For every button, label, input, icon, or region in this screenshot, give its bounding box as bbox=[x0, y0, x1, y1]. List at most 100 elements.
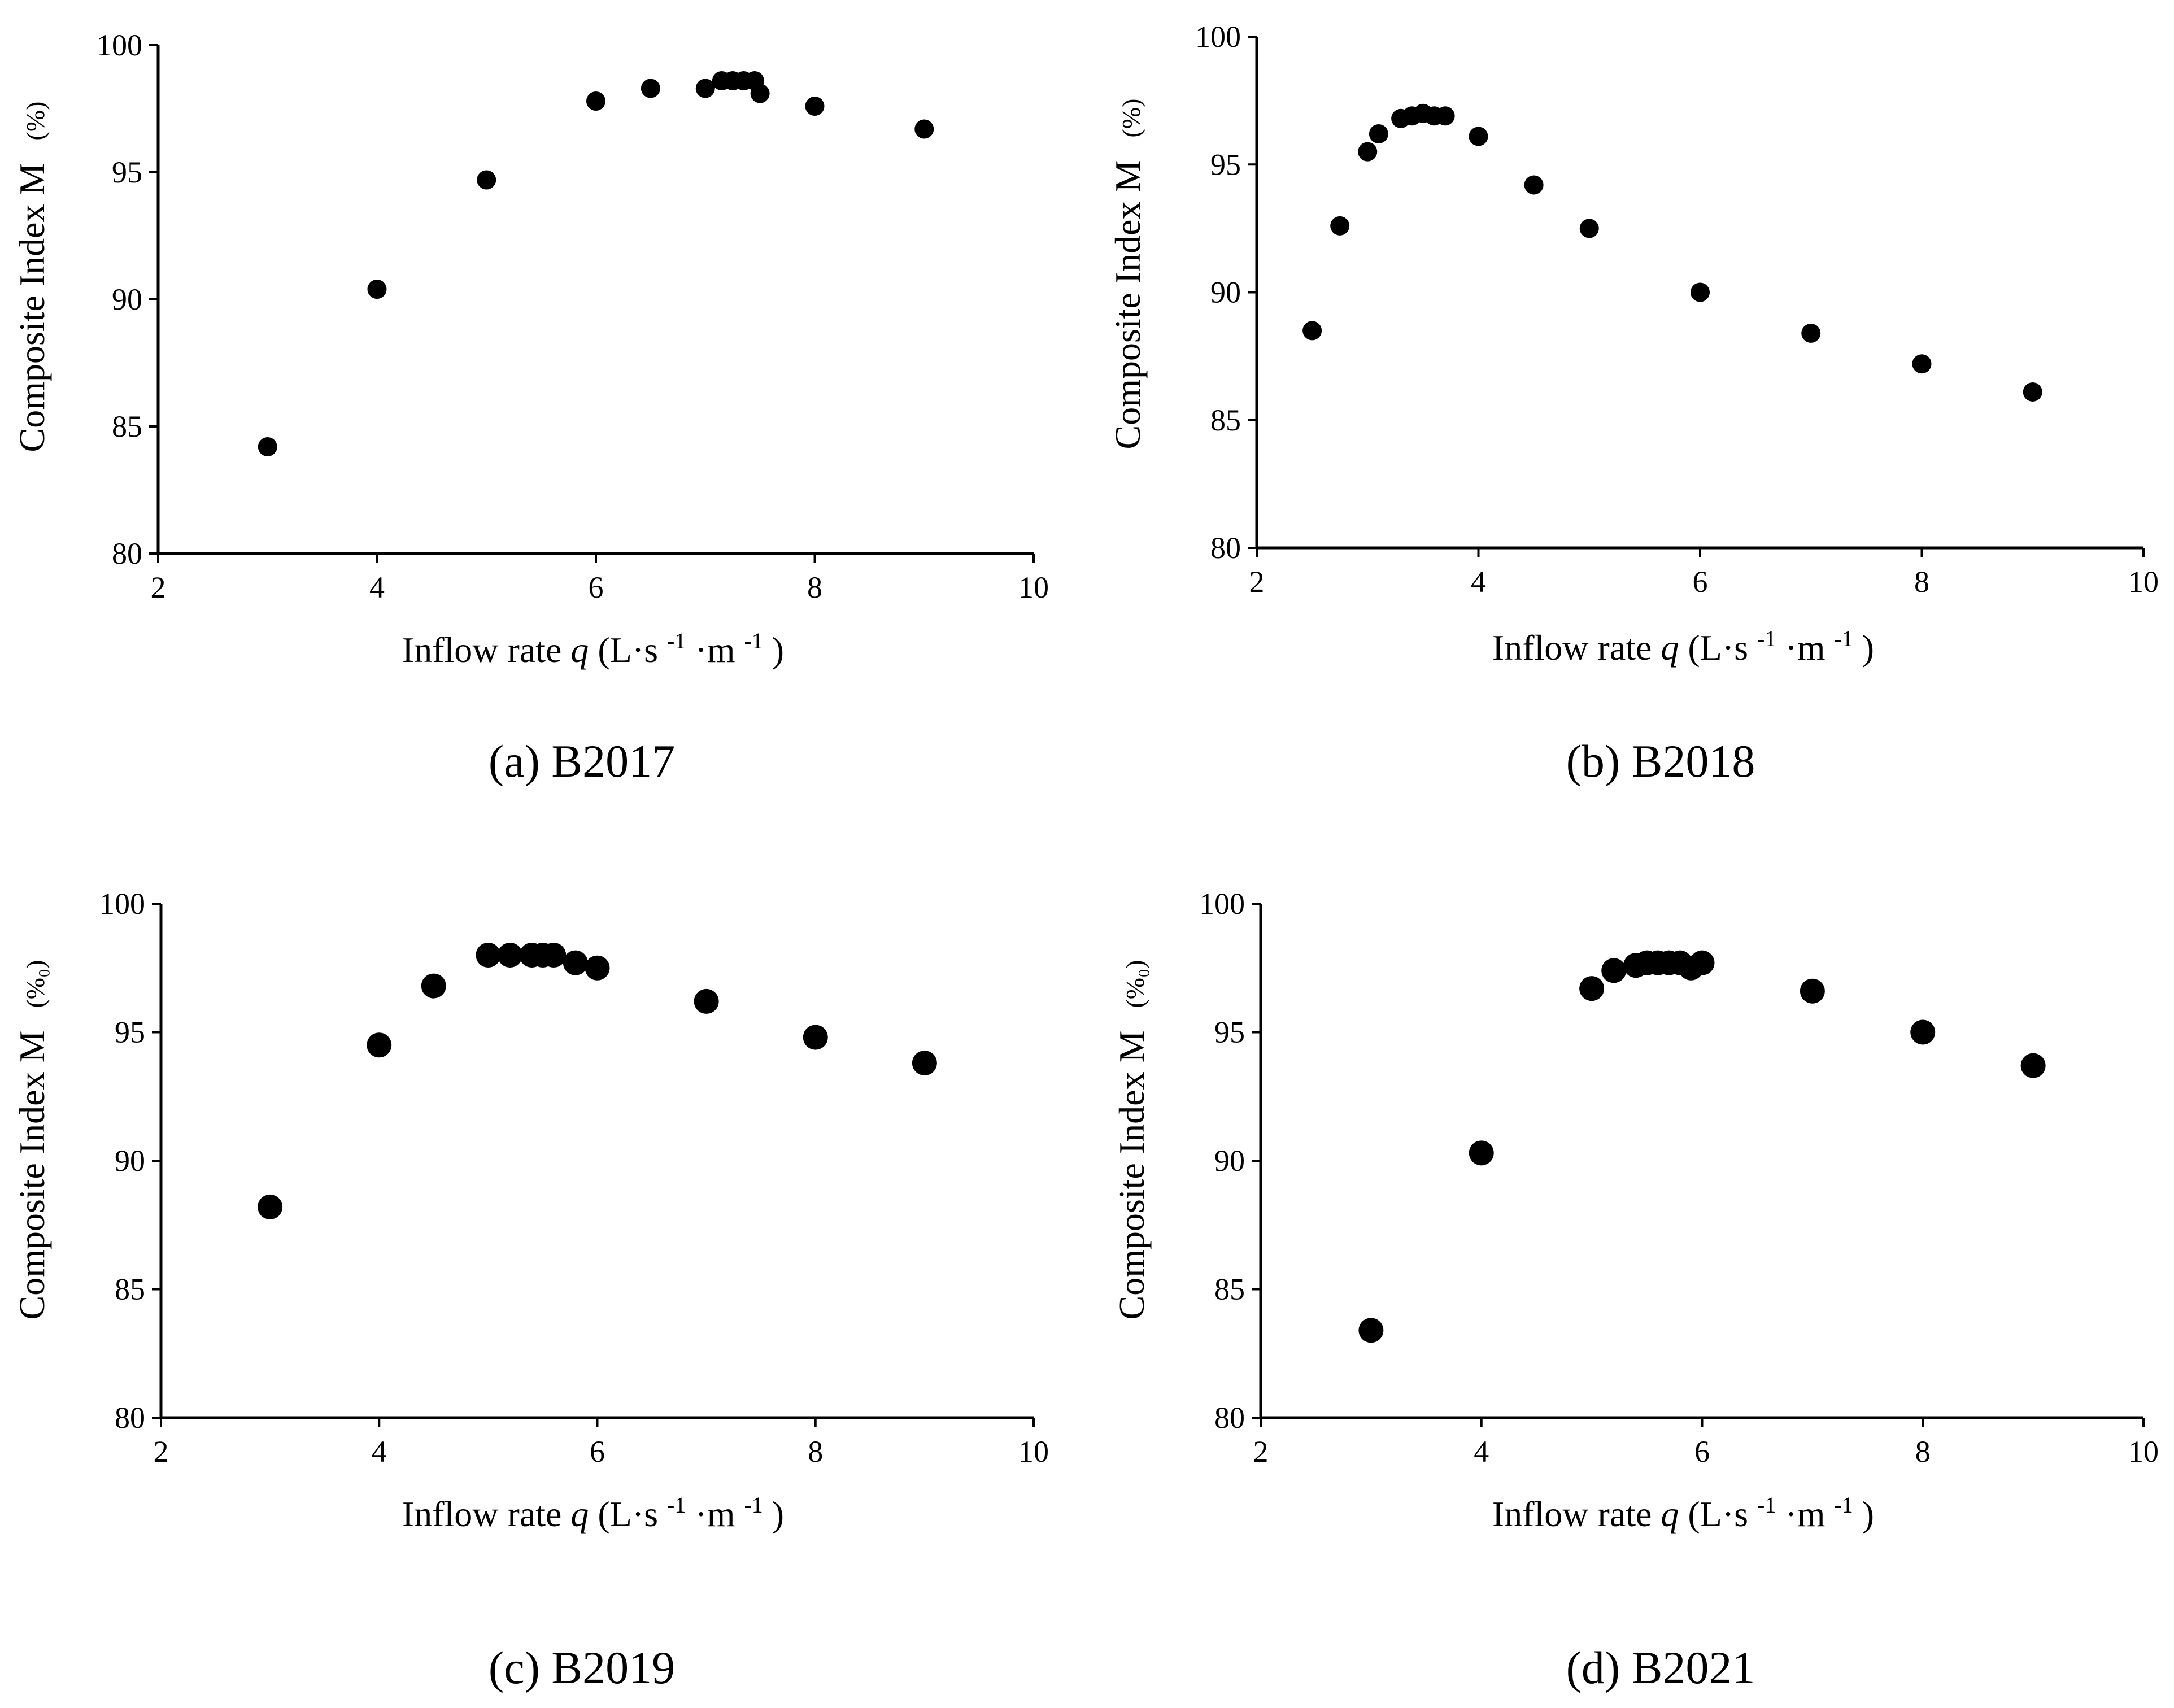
x-tick-label: 8 bbox=[1914, 565, 1929, 599]
xlabel-d-exp2: -1 bbox=[1834, 1492, 1853, 1518]
xlabel-c-unit2: ·m bbox=[695, 1494, 735, 1534]
xlabel-c: Inflow rate q (L·s -1 ·m -1 ) bbox=[402, 1480, 784, 1534]
data-point bbox=[1302, 321, 1322, 341]
data-point bbox=[694, 988, 719, 1014]
panel-d: 80 85 90 95 100 2 4 6 8 10 Composite Index M (%₀)… bbox=[1112, 887, 2159, 1693]
xlabel-d-exp1: -1 bbox=[1757, 1492, 1776, 1518]
y-tick-label: 100 bbox=[1195, 20, 1241, 54]
data-point bbox=[476, 943, 501, 968]
data-point bbox=[914, 119, 934, 139]
y-tick-label: 100 bbox=[97, 28, 142, 62]
xlabel-a-unit1: (L·s bbox=[598, 630, 658, 670]
y-tick-label: 95 bbox=[1210, 147, 1241, 181]
data-point bbox=[563, 950, 588, 975]
y-tick-label: 90 bbox=[115, 1144, 145, 1178]
data-point bbox=[1358, 1318, 1384, 1343]
data-point bbox=[695, 79, 715, 98]
ylabel-a-unit: (%) bbox=[21, 102, 50, 141]
xlabel-a-var: q bbox=[570, 630, 589, 670]
data-point bbox=[477, 170, 496, 190]
caption-b: (b) B2018 bbox=[1566, 735, 1755, 787]
data-point bbox=[1435, 106, 1455, 126]
xlabel-b-exp1: -1 bbox=[1757, 626, 1776, 651]
x-tick-label: 2 bbox=[154, 1435, 169, 1469]
x-tick-label: 8 bbox=[807, 570, 822, 604]
xlabel-b-unit3: ) bbox=[1862, 628, 1874, 668]
x-tick-label: 2 bbox=[1249, 565, 1265, 599]
ylabel-a: Composite Index M (%) bbox=[12, 102, 52, 452]
data-point bbox=[541, 943, 567, 968]
xlabel-d-main: Inflow rate bbox=[1492, 1494, 1661, 1534]
points-a bbox=[258, 71, 934, 456]
y-tick-label: 80 bbox=[115, 1401, 145, 1435]
ylabel-b-unit: (%) bbox=[1117, 99, 1145, 138]
caption-c: (c) B2019 bbox=[489, 1642, 675, 1693]
data-point bbox=[1912, 354, 1932, 374]
xlabel-b-var: q bbox=[1661, 628, 1679, 668]
ylabel-c-unit: (%₀) bbox=[21, 960, 50, 1008]
data-point bbox=[1579, 976, 1605, 1001]
data-point bbox=[1689, 950, 1715, 975]
data-point bbox=[367, 280, 387, 299]
y-tick-label: 85 bbox=[115, 1273, 145, 1306]
points-b bbox=[1302, 103, 2042, 402]
data-point bbox=[1691, 282, 1710, 302]
data-point bbox=[367, 1032, 392, 1058]
data-point bbox=[1800, 978, 1825, 1004]
x-tick-label: 10 bbox=[1018, 1435, 1049, 1469]
data-point bbox=[1369, 124, 1388, 143]
xlabel-a-unit2: ·m bbox=[695, 630, 735, 670]
data-point bbox=[1469, 1140, 1494, 1166]
x-tick-label: 6 bbox=[1694, 1435, 1710, 1469]
ylabel-a-main: Composite Index M bbox=[12, 163, 52, 452]
caption-d: (d) B2021 bbox=[1566, 1642, 1755, 1693]
xlabel-a-unit3: ) bbox=[772, 630, 784, 670]
data-point bbox=[1601, 958, 1627, 983]
data-point bbox=[641, 79, 660, 98]
x-tick-label: 8 bbox=[1915, 1435, 1931, 1469]
y-tick-label: 85 bbox=[1210, 403, 1241, 437]
y-tick-label: 85 bbox=[112, 409, 142, 443]
data-point bbox=[1524, 175, 1544, 195]
points-d bbox=[1358, 950, 2046, 1343]
xlabel-a-main: Inflow rate bbox=[402, 630, 571, 670]
xlabel-c-main: Inflow rate bbox=[402, 1494, 571, 1534]
data-point bbox=[2020, 1053, 2046, 1078]
x-tick-label: 4 bbox=[369, 570, 385, 604]
xlabel-c-unit1: (L·s bbox=[598, 1494, 658, 1534]
data-point bbox=[1910, 1019, 1936, 1045]
xlabel-b-unit1: (L·s bbox=[1688, 628, 1748, 668]
data-point bbox=[258, 1194, 283, 1219]
axes-c: 80 85 90 95 100 2 4 6 8 10 bbox=[99, 887, 1049, 1469]
x-tick-label: 4 bbox=[372, 1435, 387, 1469]
xlabel-b-unit2: ·m bbox=[1785, 628, 1825, 668]
points-c bbox=[258, 943, 937, 1219]
y-tick-label: 90 bbox=[112, 282, 142, 316]
data-point bbox=[421, 973, 446, 999]
ylabel-d-main: Composite Index M bbox=[1112, 1031, 1152, 1320]
caption-a: (a) B2017 bbox=[489, 735, 675, 787]
ylabel-d-unit: (%₀) bbox=[1121, 960, 1149, 1008]
xlabel-b-main: Inflow rate bbox=[1492, 628, 1661, 668]
data-point bbox=[585, 955, 610, 981]
axes-a: 80 85 90 95 100 2 4 6 8 10 bbox=[97, 28, 1049, 604]
x-tick-label: 6 bbox=[1693, 565, 1708, 599]
y-tick-label: 80 bbox=[112, 537, 142, 570]
xlabel-c-var: q bbox=[570, 1494, 589, 1534]
xlabel-d-unit2: ·m bbox=[1785, 1494, 1825, 1534]
y-tick-label: 90 bbox=[1210, 276, 1241, 310]
data-point bbox=[498, 943, 522, 968]
x-tick-label: 6 bbox=[590, 1435, 605, 1469]
y-tick-label: 100 bbox=[99, 887, 145, 921]
x-tick-label: 6 bbox=[589, 570, 604, 604]
x-tick-label: 10 bbox=[1018, 570, 1049, 604]
y-tick-label: 80 bbox=[1214, 1401, 1245, 1435]
xlabel-b-exp2: -1 bbox=[1834, 626, 1853, 651]
panel-c: 80 85 90 95 100 2 4 6 8 10 Composite Index M (%₀)… bbox=[12, 887, 1049, 1693]
data-point bbox=[1469, 127, 1488, 146]
x-tick-label: 4 bbox=[1471, 565, 1486, 599]
xlabel-d-unit1: (L·s bbox=[1688, 1494, 1748, 1534]
